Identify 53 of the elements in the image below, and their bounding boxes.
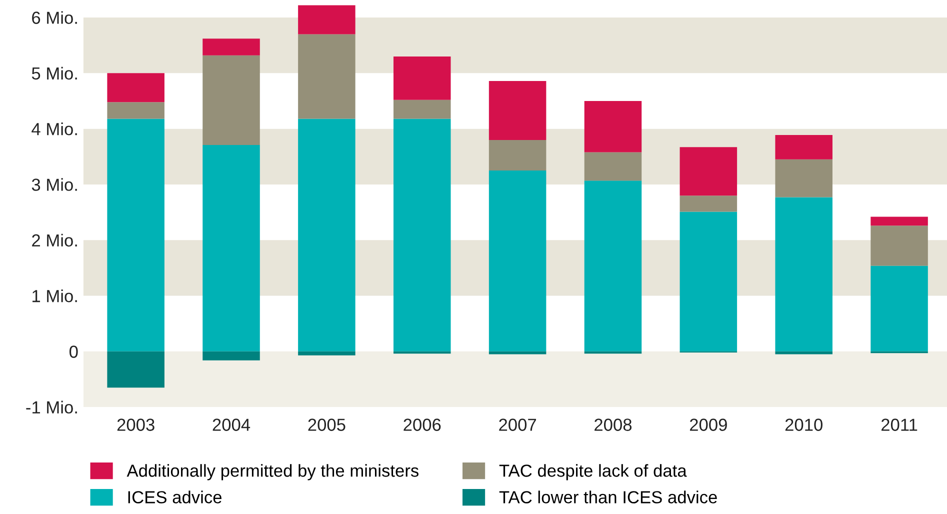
y-tick-label: 4 Mio. bbox=[32, 122, 77, 136]
bar bbox=[107, 102, 164, 119]
y-tick-label: 0 bbox=[70, 346, 78, 358]
legend-label: Additionally permitted by the ministers bbox=[126, 464, 418, 480]
x-tick-label: 2011 bbox=[881, 418, 918, 431]
y-tick-label: 2 Mio. bbox=[32, 234, 77, 247]
bar bbox=[107, 73, 164, 102]
legend-label: TAC despite lack of data bbox=[499, 464, 687, 480]
y-tick-label: 5 Mio. bbox=[32, 66, 77, 80]
x-tick-label: 2004 bbox=[212, 418, 250, 431]
bar bbox=[202, 38, 260, 56]
y-tick-label: -1 Mio. bbox=[26, 400, 77, 414]
x-tick-label: 2009 bbox=[690, 418, 727, 431]
bar bbox=[775, 197, 832, 352]
bar bbox=[775, 351, 832, 354]
bar bbox=[393, 100, 451, 119]
bar bbox=[775, 159, 832, 198]
bar bbox=[488, 80, 546, 140]
bar bbox=[680, 212, 738, 352]
bar bbox=[202, 351, 260, 360]
x-tick-label: 2010 bbox=[785, 418, 822, 431]
legend-label: ICES advice bbox=[128, 490, 222, 504]
bar bbox=[298, 351, 356, 356]
y-tick-label: 6 Mio. bbox=[32, 11, 77, 24]
bar bbox=[202, 144, 260, 352]
bar bbox=[870, 266, 928, 352]
bar bbox=[393, 351, 451, 354]
bar bbox=[393, 56, 451, 100]
bar bbox=[584, 100, 642, 152]
bar bbox=[488, 170, 546, 352]
bar bbox=[584, 180, 642, 352]
bar bbox=[488, 140, 546, 171]
bar bbox=[870, 216, 928, 226]
bar bbox=[107, 351, 164, 388]
x-tick-label: 2006 bbox=[404, 418, 441, 431]
bar bbox=[393, 118, 451, 352]
x-tick-label: 2007 bbox=[499, 418, 536, 431]
bar bbox=[202, 55, 260, 145]
bar bbox=[680, 147, 738, 196]
bar bbox=[584, 152, 642, 181]
x-tick-label: 2008 bbox=[594, 418, 632, 431]
bar bbox=[298, 34, 356, 119]
y-tick-label: 3 Mio. bbox=[32, 178, 77, 191]
legend-label: TAC lower than ICES advice bbox=[499, 490, 717, 504]
bar bbox=[298, 118, 356, 352]
x-tick-label: 2003 bbox=[117, 418, 154, 431]
bar bbox=[870, 226, 928, 266]
bar bbox=[775, 134, 832, 160]
bar bbox=[298, 5, 356, 34]
x-tick-label: 2005 bbox=[308, 418, 346, 431]
bar bbox=[680, 196, 738, 212]
y-tick-label: 1 Mio. bbox=[32, 289, 77, 302]
bar bbox=[107, 118, 164, 352]
